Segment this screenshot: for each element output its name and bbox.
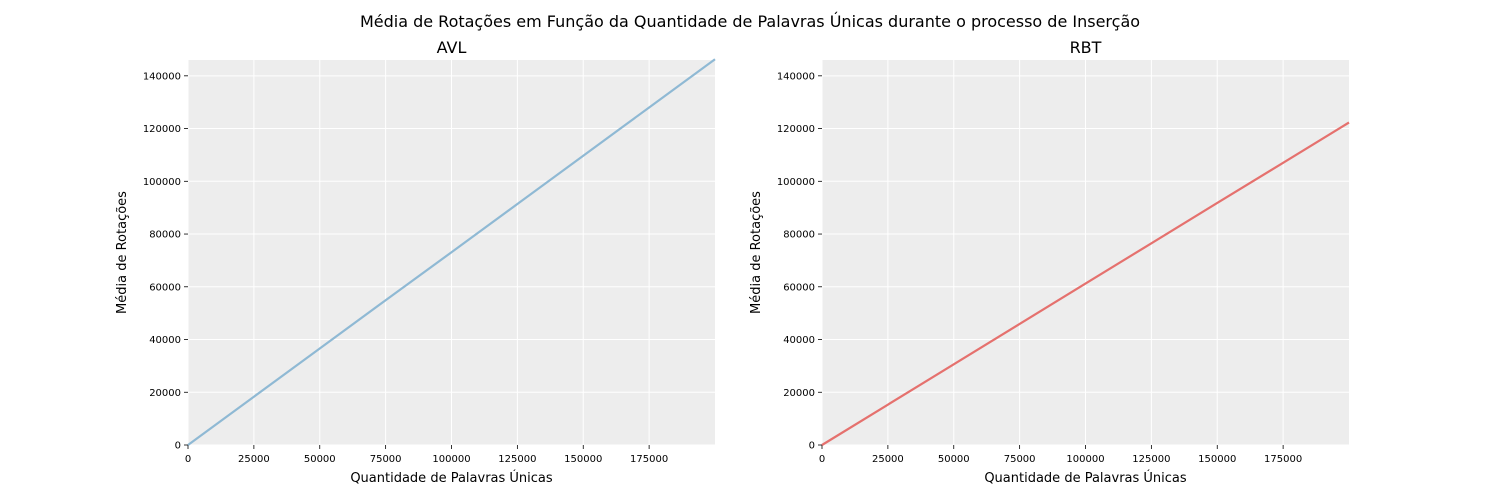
figure-title: Média de Rotações em Função da Quantidad… [360, 12, 1140, 31]
x-axis-label: Quantidade de Palavras Únicas [350, 470, 553, 486]
x-tick-label: 150000 [564, 454, 602, 465]
y-tick-label: 20000 [783, 388, 815, 399]
y-tick-label: 40000 [783, 335, 815, 346]
x-tick-label: 125000 [1132, 454, 1170, 465]
x-tick-label: 175000 [630, 454, 668, 465]
x-tick-label: 50000 [938, 454, 970, 465]
y-tick-label: 60000 [783, 282, 815, 293]
y-tick-label: 120000 [777, 124, 815, 135]
y-tick-label: 80000 [783, 230, 815, 241]
y-tick-label: 80000 [149, 230, 181, 241]
y-tick-label: 100000 [777, 177, 815, 188]
y-tick-label: 60000 [149, 282, 181, 293]
x-tick-label: 150000 [1198, 454, 1236, 465]
x-tick-label: 100000 [1066, 454, 1104, 465]
y-axis-label: Média de Rotações [749, 191, 764, 314]
y-tick-label: 20000 [149, 388, 181, 399]
y-tick-label: 40000 [149, 335, 181, 346]
y-tick-label: 140000 [777, 71, 815, 82]
y-axis-label: Média de Rotações [115, 191, 130, 314]
x-tick-label: 25000 [238, 454, 270, 465]
x-tick-label: 100000 [432, 454, 470, 465]
x-tick-label: 125000 [498, 454, 536, 465]
panel-title-rbt: RBT [1070, 38, 1102, 57]
x-tick-label: 175000 [1264, 454, 1302, 465]
x-axis-label: Quantidade de Palavras Únicas [984, 470, 1187, 486]
x-tick-label: 50000 [304, 454, 336, 465]
panel-rbt: 0 25000 50000 75000 100000 125000 150000 175000… [749, 38, 1350, 486]
x-tick-label: 75000 [1004, 454, 1036, 465]
x-tick-label: 0 [819, 454, 825, 465]
series-line-rbt [821, 121, 1350, 446]
y-tick-label: 100000 [143, 177, 181, 188]
x-tick-label: 25000 [872, 454, 904, 465]
y-tick-label: 0 [175, 441, 181, 452]
panel-avl: 0 25000 50000 75000 100000 125000 150000 175000… [115, 38, 716, 486]
series-line-avl [187, 58, 716, 446]
y-tick-label: 0 [809, 441, 815, 452]
x-tick-label: 75000 [370, 454, 402, 465]
y-tick-label: 120000 [143, 124, 181, 135]
panel-title-avl: AVL [437, 38, 467, 57]
x-tick-label: 0 [185, 454, 191, 465]
y-tick-label: 140000 [143, 71, 181, 82]
